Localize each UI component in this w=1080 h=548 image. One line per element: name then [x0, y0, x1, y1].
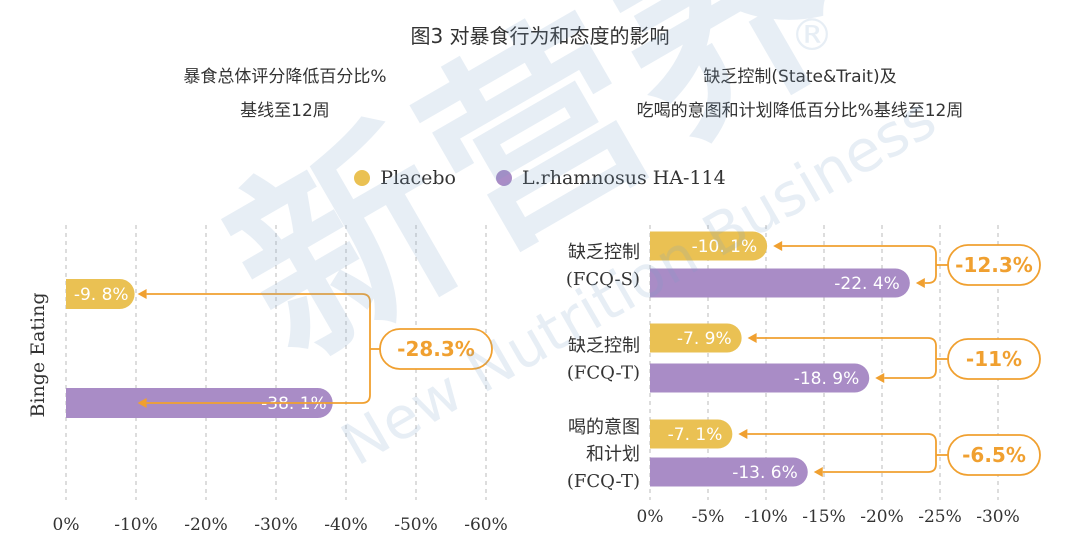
right-category-label: 和计划: [586, 444, 640, 465]
left-x-tick-label: -30%: [254, 515, 298, 535]
left-bar-data-label: -9. 8%: [74, 285, 129, 305]
left-x-tick-label: -60%: [464, 515, 508, 535]
right-difference-label: -11%: [966, 347, 1022, 371]
right-bar-placebo: [650, 231, 768, 261]
left-chart-title-line-1: 暴食总体评分降低百分比%: [183, 67, 387, 87]
right-category-label: (FCQ-S): [566, 269, 640, 290]
legend-item-probiotic: L.rhamnosus HA-114: [495, 167, 726, 189]
right-difference-bracket: [747, 433, 937, 473]
right-bar-data-label: -10. 1%: [692, 237, 758, 257]
left-x-tick-label: 0%: [53, 515, 80, 535]
right-difference-arrow-bottom-icon: [813, 467, 823, 477]
watermark-registered-icon: ®: [790, 10, 834, 61]
legend-swatch-probiotic: [495, 170, 512, 186]
legend-swatch-placebo: [354, 170, 371, 186]
right-bar-data-label: -13. 6%: [732, 463, 798, 483]
right-difference-pill: [947, 434, 1041, 476]
right-difference-arrow-top-icon: [773, 241, 783, 251]
legend-item-placebo: Placebo: [354, 167, 456, 189]
right-difference-label: -12.3%: [955, 253, 1033, 277]
right-difference-bracket: [756, 337, 937, 379]
right-x-tick-label: -25%: [918, 507, 962, 527]
left-bar-data-label: -38. 1%: [261, 394, 327, 414]
left-x-tick-label: -50%: [394, 515, 438, 535]
left-chart-title-line-2: 基线至12周: [240, 101, 330, 121]
legend-label-placebo: Placebo: [380, 167, 456, 189]
right-bar-data-label: -22. 4%: [834, 274, 900, 294]
page-title: 图3 对暴食行为和态度的影响: [410, 24, 670, 48]
legend-label-probiotic: L.rhamnosus HA-114: [521, 167, 726, 189]
right-x-tick-label: -5%: [692, 507, 725, 527]
left-bar-placebo: [66, 279, 135, 309]
right-difference-pill: [947, 338, 1041, 380]
right-chart-title-line-2: 吃喝的意图和计划降低百分比%基线至12周: [636, 101, 964, 121]
left-y-axis-label: Binge Eating: [27, 292, 49, 417]
left-difference-arrow-bottom-icon: [137, 398, 147, 408]
right-difference-arrow-top-icon: [738, 429, 748, 439]
right-bar-data-label: -7. 1%: [668, 425, 723, 445]
right-x-tick-label: -20%: [860, 507, 904, 527]
right-difference-arrow-bottom-icon: [875, 373, 885, 383]
right-category-label: 缺乏控制: [568, 336, 640, 357]
right-chart-title-line-1: 缺乏控制(State&Trait)及: [703, 67, 897, 87]
right-difference-arrow-top-icon: [747, 333, 757, 343]
right-x-tick-label: -30%: [976, 507, 1020, 527]
right-bar-probiotic: [650, 363, 870, 393]
right-x-tick-label: -10%: [744, 507, 788, 527]
right-difference-pill: [947, 244, 1041, 286]
right-bar-data-label: -18. 9%: [794, 369, 860, 389]
left-x-tick-label: -10%: [114, 515, 158, 535]
left-difference-arrow-top-icon: [137, 289, 147, 299]
right-difference-label: -6.5%: [962, 443, 1026, 467]
left-x-tick-label: -20%: [184, 515, 228, 535]
left-chart-title: 暴食总体评分降低百分比% 基线至12周: [85, 60, 485, 128]
left-difference-label: -28.3%: [397, 337, 475, 361]
right-x-tick-label: 0%: [637, 507, 664, 527]
right-category-label: (FCQ-T): [567, 363, 640, 384]
right-category-label: 缺乏控制: [568, 242, 640, 263]
right-category-label: (FCQ-T): [567, 471, 640, 492]
right-category-label: 喝的意图: [568, 417, 640, 438]
right-x-tick-label: -15%: [802, 507, 846, 527]
right-bar-placebo: [650, 323, 742, 353]
left-x-tick-label: -40%: [324, 515, 368, 535]
right-difference-arrow-bottom-icon: [915, 278, 925, 288]
right-chart-title: 缺乏控制(State&Trait)及 吃喝的意图和计划降低百分比%基线至12周: [540, 60, 1060, 128]
right-bar-probiotic: [650, 457, 808, 487]
right-bar-data-label: -7. 9%: [677, 329, 732, 349]
left-difference-pill: [379, 328, 493, 370]
legend: Placebo L.rhamnosus HA-114: [0, 167, 1080, 189]
right-bar-probiotic: [650, 268, 910, 298]
right-bar-placebo: [650, 419, 733, 449]
